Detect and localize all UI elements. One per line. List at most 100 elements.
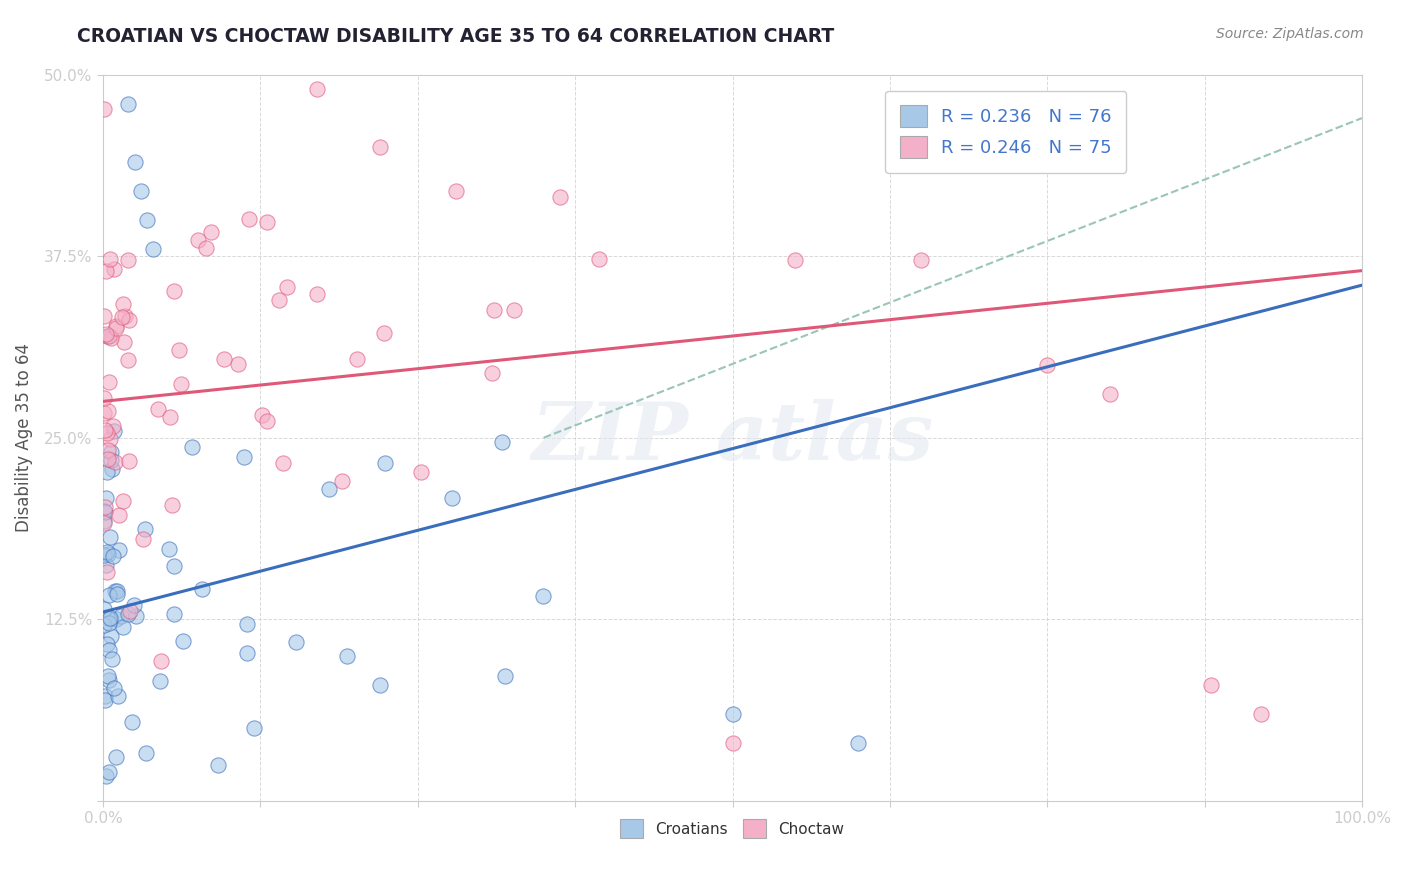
Point	[207, 758, 229, 772]
Text: ZIP atlas: ZIP atlas	[531, 399, 934, 476]
Point	[721, 736, 744, 750]
Point	[94, 264, 117, 278]
Point	[157, 541, 180, 556]
Point	[93, 391, 115, 405]
Point	[97, 404, 120, 418]
Point	[103, 262, 125, 277]
Point	[94, 505, 117, 519]
Point	[117, 96, 139, 111]
Point	[368, 678, 391, 692]
Point	[276, 280, 298, 294]
Point	[910, 252, 932, 267]
Point	[110, 609, 132, 624]
Point	[104, 583, 127, 598]
Point	[146, 402, 169, 417]
Point	[93, 102, 115, 116]
Point	[103, 681, 125, 695]
Point	[494, 669, 516, 683]
Point	[374, 457, 396, 471]
Point	[96, 545, 118, 559]
Point	[93, 515, 115, 529]
Point	[409, 466, 432, 480]
Point	[136, 212, 159, 227]
Y-axis label: Disability Age 35 to 64: Disability Age 35 to 64	[15, 343, 32, 533]
Point	[93, 500, 115, 514]
Point	[97, 451, 120, 466]
Point	[200, 225, 222, 239]
Point	[160, 498, 183, 512]
Point	[269, 293, 291, 307]
Point	[96, 565, 118, 579]
Point	[191, 582, 214, 596]
Point	[368, 140, 391, 154]
Point	[108, 508, 131, 522]
Point	[336, 648, 359, 663]
Point	[101, 462, 124, 476]
Point	[124, 154, 146, 169]
Point	[481, 366, 503, 380]
Point	[93, 693, 115, 707]
Point	[93, 309, 115, 323]
Point	[97, 612, 120, 626]
Point	[172, 633, 194, 648]
Point	[125, 609, 148, 624]
Point	[721, 706, 744, 721]
Point	[502, 303, 524, 318]
Point	[212, 351, 235, 366]
Point	[103, 419, 125, 434]
Point	[441, 491, 464, 506]
Point	[96, 491, 118, 506]
Point	[167, 343, 190, 357]
Point	[111, 310, 134, 324]
Point	[243, 721, 266, 735]
Point	[482, 303, 505, 318]
Point	[330, 474, 353, 488]
Point	[98, 588, 121, 602]
Point	[105, 584, 128, 599]
Point	[163, 559, 186, 574]
Point	[170, 376, 193, 391]
Point	[142, 242, 165, 256]
Point	[98, 328, 121, 343]
Point	[96, 329, 118, 343]
Point	[96, 465, 118, 479]
Point	[104, 750, 127, 764]
Point	[105, 321, 128, 335]
Point	[94, 558, 117, 572]
Point	[93, 548, 115, 562]
Point	[97, 673, 120, 687]
Point	[103, 549, 125, 564]
Point	[236, 646, 259, 660]
Point	[491, 435, 513, 450]
Point	[98, 611, 121, 625]
Point	[235, 617, 257, 632]
Point	[159, 410, 181, 425]
Point	[346, 352, 368, 367]
Text: Source: ZipAtlas.com: Source: ZipAtlas.com	[1216, 27, 1364, 41]
Point	[318, 482, 340, 496]
Point	[785, 253, 807, 268]
Point	[117, 252, 139, 267]
Point	[1036, 358, 1059, 372]
Point	[97, 615, 120, 630]
Point	[93, 504, 115, 518]
Point	[97, 442, 120, 457]
Legend: Croatians, Choctaw: Croatians, Choctaw	[614, 814, 851, 844]
Point	[307, 82, 329, 96]
Point	[93, 516, 115, 530]
Point	[98, 375, 121, 389]
Point	[444, 184, 467, 198]
Point	[588, 252, 610, 266]
Point	[285, 635, 308, 649]
Point	[101, 652, 124, 666]
Point	[256, 215, 278, 229]
Point	[96, 425, 118, 440]
Point	[305, 286, 328, 301]
Point	[373, 326, 395, 340]
Point	[112, 335, 135, 350]
Point	[97, 669, 120, 683]
Point	[548, 190, 571, 204]
Point	[195, 241, 218, 255]
Point	[124, 599, 146, 613]
Point	[107, 689, 129, 703]
